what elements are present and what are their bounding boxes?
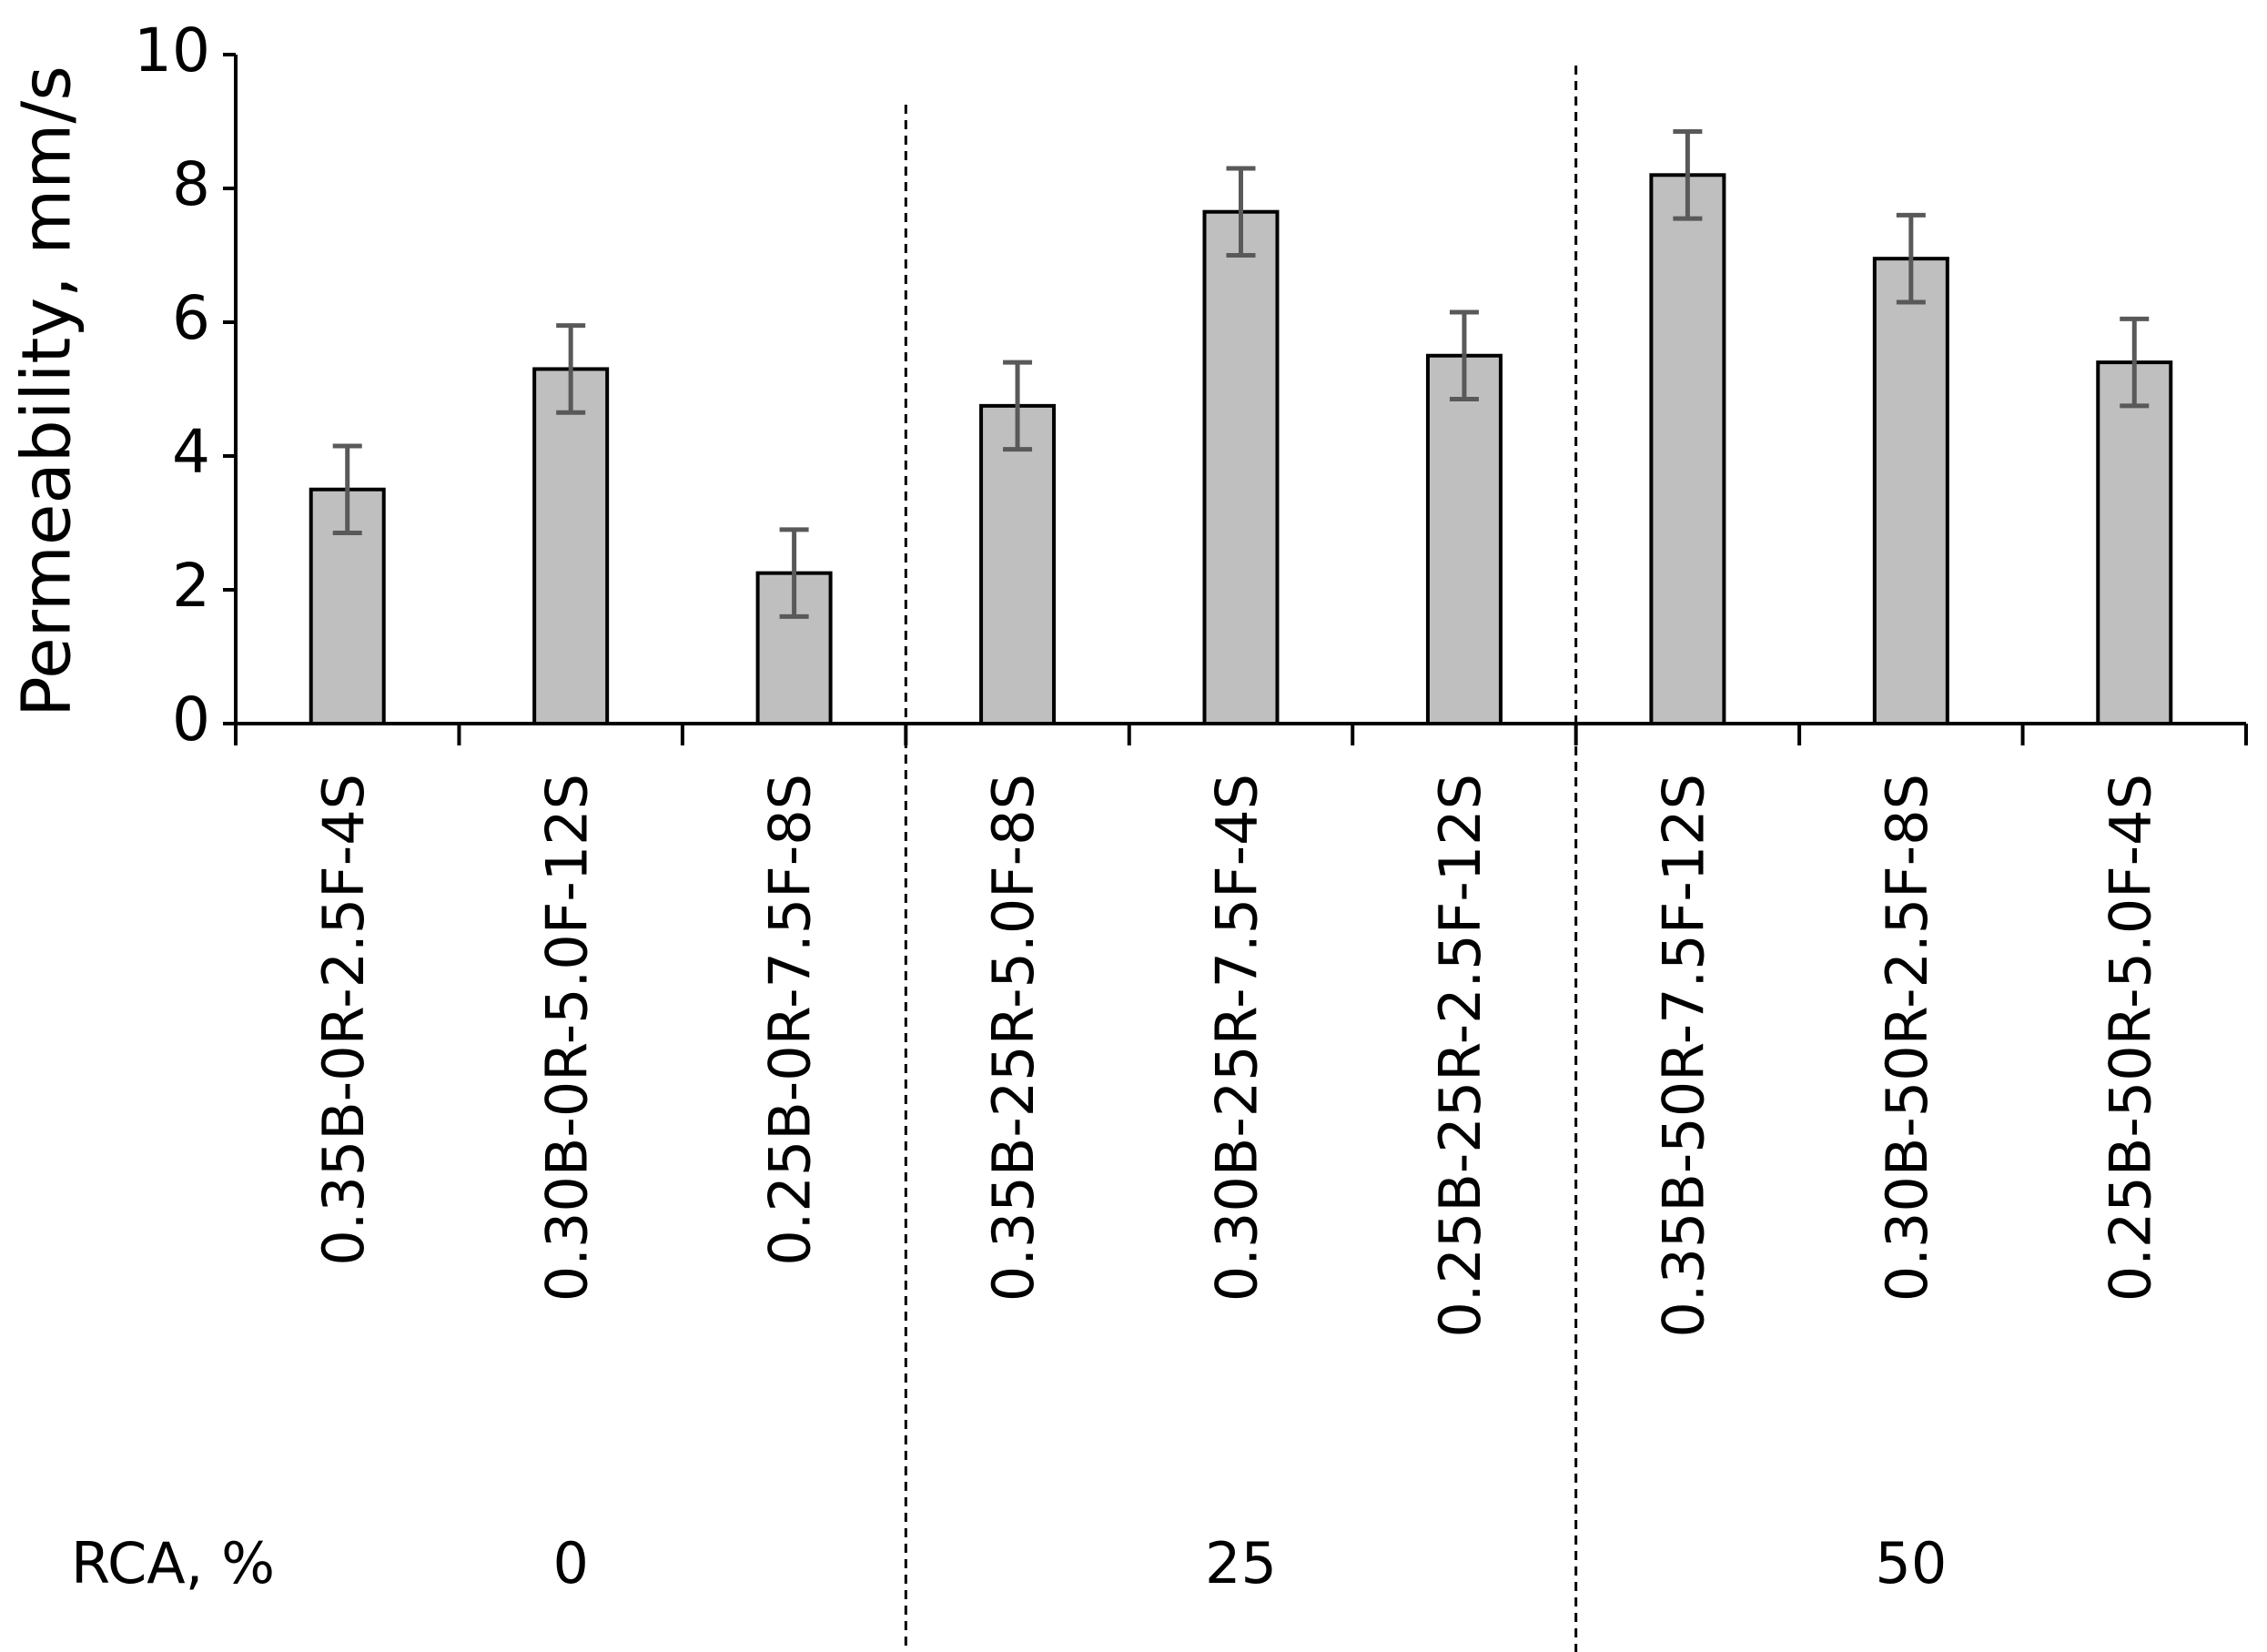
y-tick-label: 2 [172, 551, 210, 621]
x-tick-label: 0.25B-50R-5.0F-4S [2097, 774, 2163, 1302]
x-tick-label: 0.30B-50R-2.5F-8S [1874, 774, 1940, 1302]
x-tick-label: 0.30B-25R-7.5F-4S [1204, 774, 1270, 1302]
error-bar [332, 443, 362, 536]
group-label: 0 [552, 1530, 588, 1596]
x-tick-label: 0.25B-0R-7.5F-8S [757, 774, 824, 1266]
group-title: RCA, % [71, 1530, 275, 1596]
bar [1872, 257, 1949, 725]
group-label: 50 [1875, 1530, 1947, 1596]
bar [2096, 360, 2173, 725]
bar [979, 403, 1057, 725]
y-tick-label: 0 [172, 684, 210, 755]
x-tick-label: 0.35B-0R-2.5F-4S [310, 774, 377, 1266]
y-tick-label: 6 [172, 283, 210, 353]
error-bar [1449, 309, 1479, 402]
bar [532, 367, 610, 725]
x-tick-label: 0.35B-50R-7.5F-12S [1650, 774, 1716, 1338]
error-bar [1673, 129, 1703, 221]
x-tick-label: 0.35B-25R-5.0F-8S [980, 774, 1047, 1302]
error-bar [556, 323, 586, 415]
error-bar [1896, 212, 1926, 305]
error-bar [779, 527, 809, 619]
bar [1202, 209, 1280, 726]
y-tick-label: 10 [134, 15, 210, 86]
error-bar [2120, 316, 2150, 409]
error-bar [1226, 166, 1256, 258]
x-tick-label: 0.25B-25R-2.5F-12S [1427, 774, 1493, 1338]
bar [1425, 353, 1503, 725]
y-axis-title: Permeability, mm/s [8, 66, 86, 717]
x-tick-label: 0.30B-0R-5.0F-12S [533, 774, 600, 1302]
error-bar [1003, 360, 1033, 452]
bar [1649, 173, 1726, 726]
y-tick-label: 4 [172, 417, 210, 487]
group-label: 25 [1205, 1530, 1277, 1596]
y-tick-label: 8 [172, 149, 210, 219]
